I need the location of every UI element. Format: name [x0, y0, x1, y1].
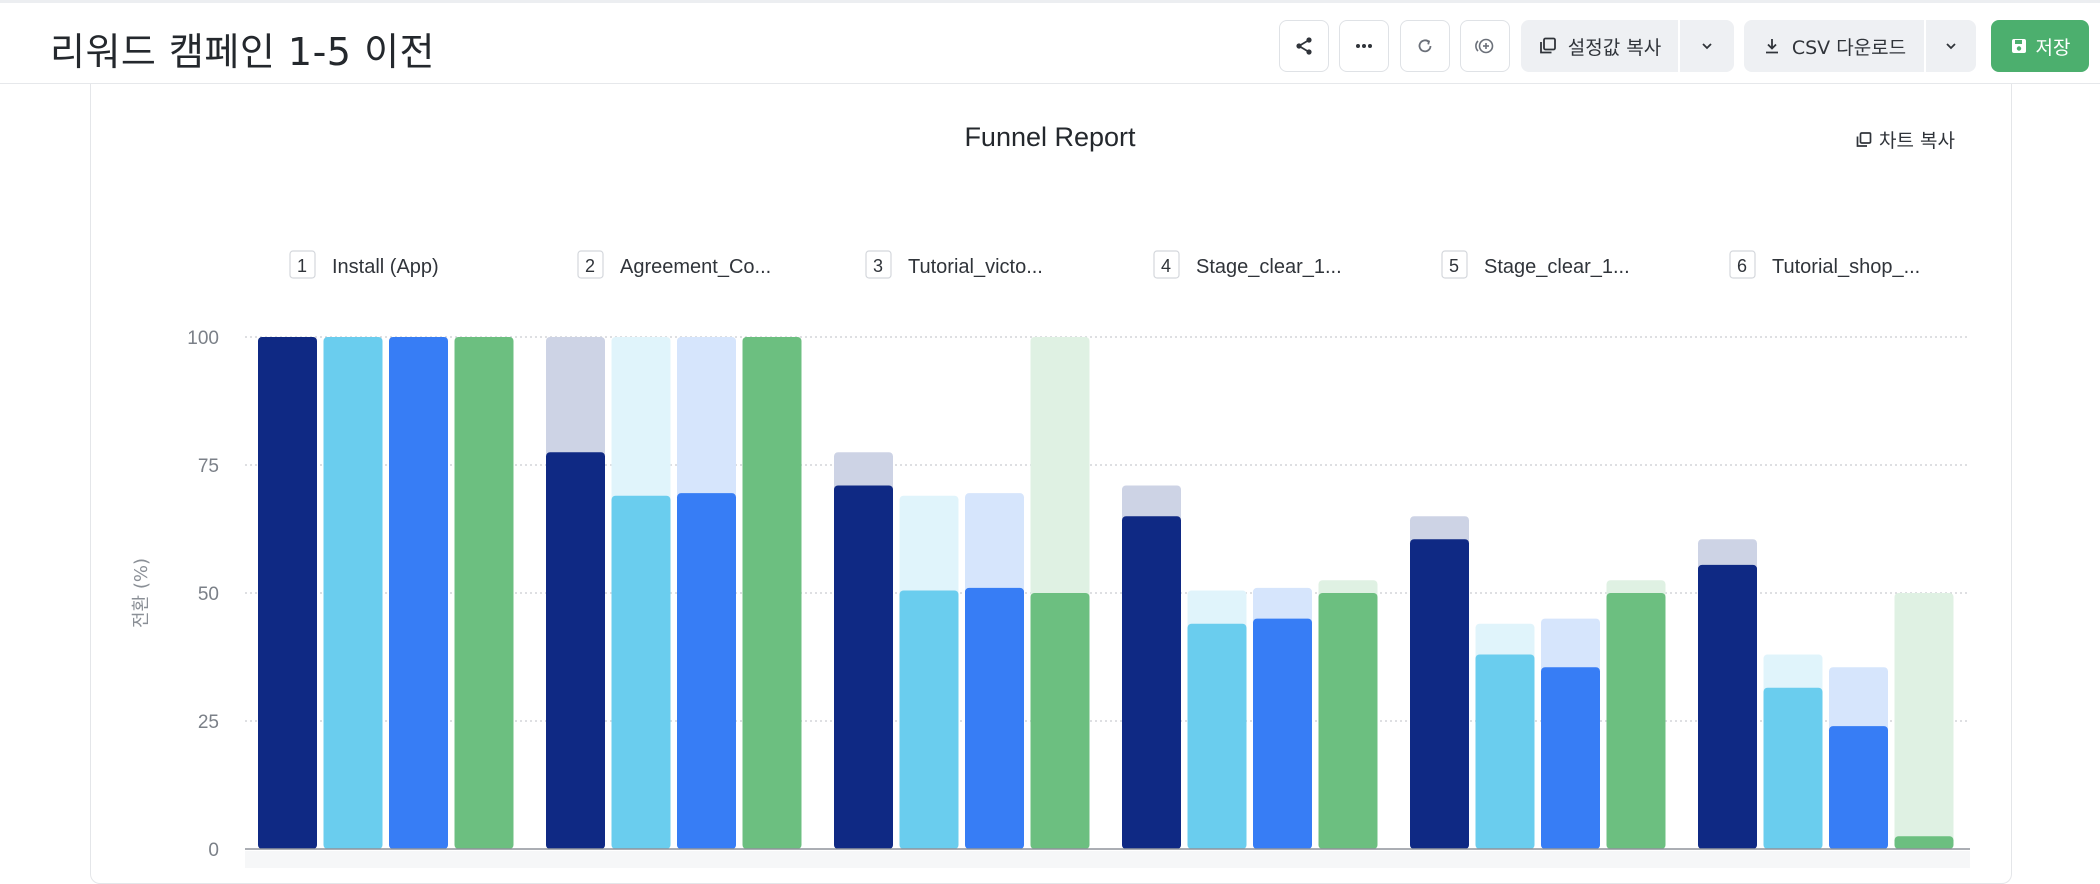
y-tick-label: 75	[198, 456, 219, 477]
copy-icon	[1539, 37, 1556, 54]
step-label: Stage_clear_1...	[1484, 256, 1630, 278]
more-button[interactable]	[1339, 20, 1389, 72]
bar-drop-off	[1894, 593, 1954, 849]
bar	[1187, 623, 1247, 849]
share-icon	[1296, 37, 1312, 55]
y-tick-label: 25	[198, 712, 219, 733]
step-number-box	[1441, 250, 1468, 279]
add-circle-icon	[1475, 38, 1494, 54]
step-label: Install (App)	[332, 256, 439, 278]
bar	[1829, 726, 1888, 849]
step-number-box	[1729, 250, 1756, 279]
chevron-down-icon	[1946, 43, 1956, 50]
bar	[323, 337, 383, 849]
copy-settings-button[interactable]: 설정값 복사	[1521, 20, 1678, 72]
step-number-box	[865, 250, 892, 279]
y-tick-label: 0	[208, 840, 219, 861]
refresh-icon	[1418, 39, 1432, 53]
bar	[389, 337, 448, 849]
bar	[1606, 593, 1666, 849]
save-icon	[2011, 39, 2026, 53]
bar	[834, 485, 893, 849]
copy-chart-label: 차트 복사	[1879, 130, 1955, 152]
bar	[1030, 593, 1090, 849]
bar	[1122, 516, 1181, 849]
copy-settings-group: 설정값 복사	[1521, 20, 1734, 72]
step-number: 5	[1449, 256, 1459, 276]
bar	[1318, 593, 1378, 849]
chart-title: Funnel Report	[964, 122, 1136, 152]
bar	[742, 337, 802, 849]
refresh-button[interactable]	[1400, 20, 1450, 72]
csv-download-button[interactable]: CSV 다운로드	[1744, 20, 1924, 72]
chevron-down-icon	[1702, 43, 1712, 50]
bar	[1475, 654, 1535, 849]
step-number: 1	[297, 256, 307, 276]
y-tick-label: 100	[187, 328, 219, 349]
step-number: 4	[1161, 256, 1171, 276]
step-label: Stage_clear_1...	[1196, 256, 1342, 278]
download-icon	[1765, 39, 1778, 54]
step-number-box	[289, 250, 316, 279]
bar	[677, 493, 736, 849]
csv-download-group: CSV 다운로드	[1744, 20, 1976, 72]
bar	[1894, 836, 1954, 849]
copy-chart-button[interactable]: 차트 복사	[1855, 126, 1955, 153]
csv-download-label: CSV 다운로드	[1791, 36, 1907, 59]
step-label: Agreement_Co...	[620, 256, 771, 278]
bar	[1410, 539, 1469, 849]
bar	[1698, 564, 1757, 849]
y-axis-label: 전환 (%)	[131, 558, 152, 628]
copy-settings-dropdown[interactable]	[1680, 20, 1734, 72]
step-label: Tutorial_victo...	[908, 256, 1043, 278]
more-icon	[1356, 44, 1372, 48]
step-number-box	[577, 250, 604, 279]
bar	[611, 495, 671, 849]
bar	[546, 452, 605, 849]
copy-settings-label: 설정값 복사	[1567, 36, 1662, 59]
bar	[899, 590, 959, 849]
save-label: 저장	[2035, 36, 2071, 59]
share-button[interactable]	[1279, 20, 1329, 72]
bar	[965, 587, 1024, 849]
bar	[1253, 618, 1312, 849]
bar	[454, 337, 514, 849]
save-button[interactable]: 저장	[1991, 20, 2089, 72]
add-widget-button[interactable]	[1460, 20, 1510, 72]
page-title: 리워드 캠페인 1-5 이전	[50, 30, 435, 74]
csv-download-dropdown[interactable]	[1926, 20, 1976, 72]
step-number: 3	[873, 256, 883, 276]
bar	[258, 337, 317, 849]
step-number: 6	[1737, 256, 1747, 276]
step-number-box	[1153, 250, 1180, 279]
copy-icon	[1856, 131, 1872, 147]
step-label: Tutorial_shop_...	[1772, 256, 1920, 278]
top-bar: 리워드 캠페인 1-5 이전 설정값 복사	[0, 0, 2100, 84]
x-axis-scroll-area	[245, 851, 1970, 868]
bar	[1763, 687, 1823, 849]
bar	[1541, 667, 1600, 849]
step-number: 2	[585, 256, 595, 276]
y-tick-label: 50	[198, 584, 219, 605]
